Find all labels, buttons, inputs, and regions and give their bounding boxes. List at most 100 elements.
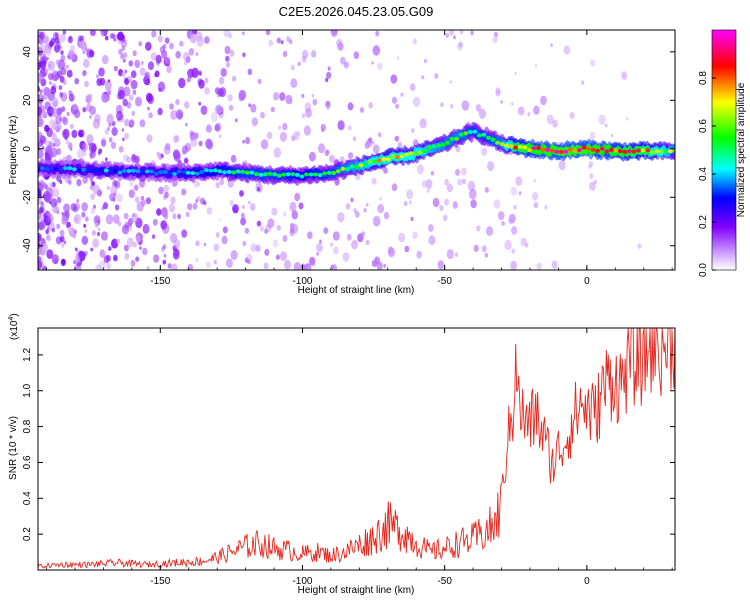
noise-blob bbox=[173, 135, 179, 144]
noise-blob bbox=[227, 94, 233, 102]
noise-blob bbox=[224, 45, 231, 55]
noise-blob bbox=[45, 229, 49, 235]
noise-blob bbox=[181, 229, 188, 238]
noise-blob bbox=[439, 205, 444, 211]
x-tick-label: -50 bbox=[437, 276, 452, 287]
ridge-core bbox=[531, 146, 537, 151]
noise-blob bbox=[589, 131, 596, 140]
noise-blob bbox=[495, 87, 501, 95]
noise-blob bbox=[391, 96, 398, 104]
x-tick-label: 0 bbox=[584, 276, 590, 287]
noise-blob bbox=[173, 239, 181, 249]
noise-blob bbox=[404, 245, 410, 253]
noise-blob bbox=[218, 88, 224, 97]
noise-blob bbox=[188, 48, 195, 56]
noise-blob bbox=[110, 141, 117, 149]
noise-blob bbox=[245, 136, 251, 145]
ridge-core bbox=[404, 152, 409, 157]
noise-blob bbox=[250, 104, 257, 113]
noise-blob bbox=[251, 117, 258, 127]
noise-blob bbox=[486, 226, 494, 237]
noise-blob bbox=[391, 183, 398, 192]
noise-blob bbox=[229, 199, 234, 207]
noise-blob bbox=[225, 258, 233, 268]
noise-blob bbox=[215, 182, 220, 189]
ridge-core bbox=[167, 171, 173, 176]
ridge-core bbox=[185, 170, 191, 175]
noise-blob bbox=[493, 199, 501, 209]
y-tick-label: 0.8 bbox=[22, 419, 33, 433]
noise-blob bbox=[264, 248, 270, 256]
y-tick-label: 0 bbox=[22, 146, 33, 152]
noise-blob bbox=[140, 195, 145, 201]
noise-blob bbox=[46, 49, 51, 56]
noise-blob bbox=[442, 214, 448, 221]
noise-blob bbox=[58, 45, 62, 50]
ridge-core bbox=[527, 148, 532, 153]
noise-blob bbox=[198, 140, 203, 147]
spectrogram-marks bbox=[38, 30, 675, 270]
noise-blob bbox=[134, 59, 141, 69]
noise-blob bbox=[371, 61, 374, 65]
noise-blob bbox=[532, 191, 539, 201]
noise-blob bbox=[51, 227, 56, 233]
noise-blob bbox=[47, 60, 55, 71]
noise-blob bbox=[247, 68, 253, 76]
noise-blob bbox=[467, 180, 476, 192]
ridge-core bbox=[58, 167, 64, 171]
noise-blob bbox=[58, 85, 63, 91]
noise-blob bbox=[290, 78, 298, 88]
ridge-core bbox=[163, 169, 168, 174]
noise-blob bbox=[333, 246, 339, 255]
noise-blob bbox=[195, 31, 203, 42]
ridge-core bbox=[522, 145, 528, 150]
noise-blob bbox=[637, 243, 642, 249]
noise-blob bbox=[126, 237, 134, 248]
noise-blob bbox=[70, 123, 74, 130]
noise-blob bbox=[160, 153, 164, 159]
noise-blob bbox=[273, 92, 280, 101]
noise-blob bbox=[64, 210, 70, 218]
noise-blob bbox=[260, 111, 265, 119]
noise-blob bbox=[291, 210, 299, 220]
noise-blob bbox=[63, 203, 70, 213]
noise-blob bbox=[81, 129, 84, 135]
ridge-core bbox=[294, 172, 300, 177]
noise-blob bbox=[469, 188, 477, 200]
noise-blob bbox=[68, 73, 71, 78]
noise-blob bbox=[117, 31, 124, 41]
snr-panel: -150 -100 -50 0 0.2 0.4 0.6 0.8 1.0 1.2 Height o… bbox=[8, 313, 676, 596]
noise-blob bbox=[195, 52, 199, 56]
ridge-core bbox=[445, 140, 450, 145]
noise-blob bbox=[428, 224, 434, 232]
y-tick-label: 0.6 bbox=[22, 455, 33, 469]
noise-blob bbox=[104, 35, 109, 41]
noise-blob bbox=[38, 199, 41, 206]
noise-blob bbox=[122, 137, 125, 142]
noise-blob bbox=[81, 235, 89, 245]
noise-blob bbox=[40, 237, 46, 244]
noise-blob bbox=[130, 79, 138, 90]
noise-blob bbox=[51, 254, 59, 265]
noise-blob bbox=[121, 128, 125, 132]
noise-blob bbox=[448, 30, 454, 36]
noise-blob bbox=[533, 202, 539, 209]
noise-blob bbox=[291, 135, 296, 142]
ridge-core bbox=[349, 164, 355, 169]
noise-blob bbox=[589, 173, 594, 179]
noise-blob bbox=[533, 178, 537, 183]
ridge-core bbox=[217, 169, 223, 174]
noise-blob bbox=[51, 187, 60, 198]
ridge-core bbox=[285, 172, 291, 177]
noise-blob bbox=[97, 151, 101, 156]
noise-blob bbox=[46, 226, 50, 231]
noise-blob bbox=[70, 203, 77, 212]
x-tick-label: -150 bbox=[150, 576, 170, 587]
noise-blob bbox=[350, 197, 354, 203]
noise-blob bbox=[290, 227, 295, 234]
noise-blob bbox=[178, 77, 186, 89]
noise-blob bbox=[131, 212, 139, 223]
ridge-core bbox=[613, 148, 619, 153]
noise-blob bbox=[118, 89, 125, 100]
noise-blob bbox=[286, 36, 291, 42]
